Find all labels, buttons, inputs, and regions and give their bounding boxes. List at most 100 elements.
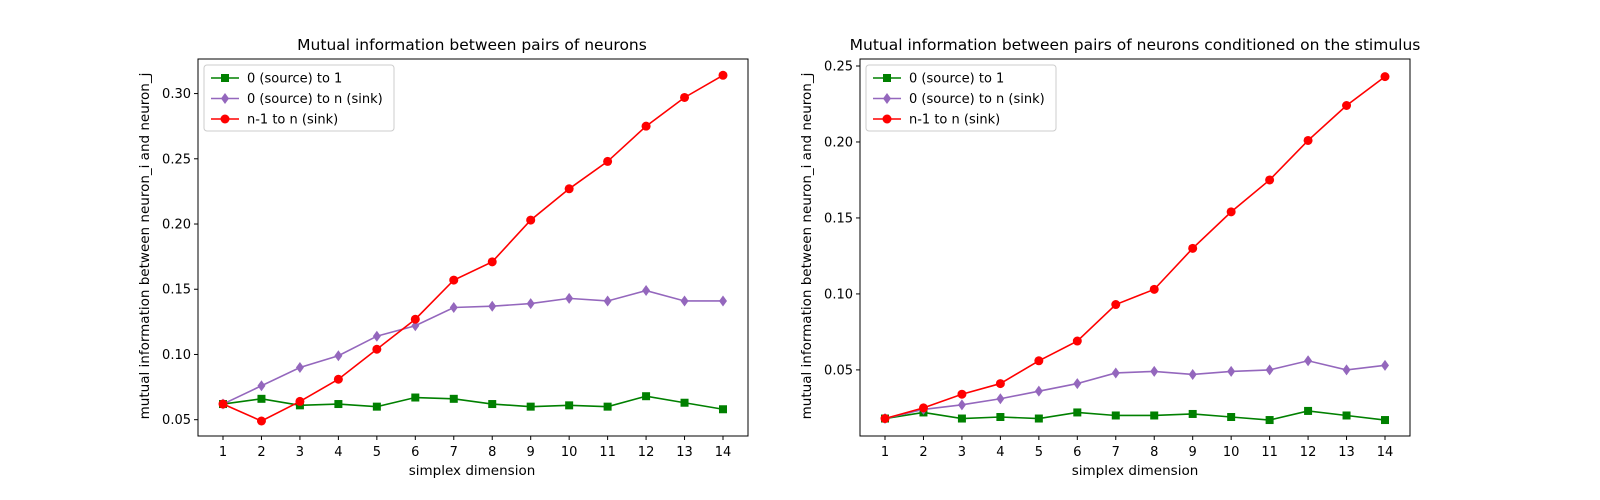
right-series-1-point	[957, 399, 966, 411]
right-x-tick-label: 3	[958, 445, 966, 460]
right-y-tick-label: 0.05	[824, 363, 853, 378]
left-series-2-point	[372, 344, 382, 354]
right-series-0-point	[1227, 413, 1236, 422]
right-series-0-point	[1265, 416, 1274, 425]
left-series-0-point	[372, 402, 381, 411]
left-y-tick-label: 0.10	[162, 348, 191, 363]
left-x-tick-label: 12	[638, 445, 655, 460]
right-series-2-point	[1111, 300, 1121, 310]
left-legend-label-0: 0 (source) to 1	[247, 72, 342, 87]
left-series-2-point	[449, 275, 459, 285]
right-x-tick-label: 4	[996, 445, 1004, 460]
right-x-tick-label: 2	[919, 445, 927, 460]
chart-left-xlabel: simplex dimension	[409, 463, 536, 479]
right-x-tick-label: 8	[1150, 445, 1158, 460]
right-legend-marker-0	[883, 74, 891, 82]
right-series-2-point	[1380, 72, 1390, 82]
right-y-tick-label: 0.10	[824, 287, 853, 302]
left-legend	[203, 64, 395, 132]
chart-right: Mutual information between pairs of neur…	[799, 36, 1420, 479]
left-x-tick-label: 6	[411, 445, 419, 460]
right-series-0-point	[957, 414, 966, 423]
right-series-0-point	[1150, 411, 1159, 420]
chart-left-ylabel: mutual information between neuron_i and …	[137, 73, 153, 420]
left-x-tick-label: 11	[599, 445, 616, 460]
chart-right-xlabel: simplex dimension	[1072, 463, 1199, 479]
left-series-2-point	[410, 314, 420, 324]
right-series-0-point	[1188, 409, 1197, 418]
left-series-0-point	[334, 400, 343, 409]
left-legend-label-2: n-1 to n (sink)	[247, 113, 338, 128]
left-series-2-point	[680, 92, 690, 102]
left-series-2-point	[218, 399, 228, 409]
right-x-tick-label: 12	[1300, 445, 1317, 460]
right-x-tick-label: 10	[1223, 445, 1240, 460]
right-legend-label-1: 0 (source) to n (sink)	[909, 92, 1045, 107]
left-series-0-point	[603, 402, 612, 411]
chart-left-plot: 1 2 3 4 5 6 7 8 9 10 11 12 13 140.050.100.150.200.250…	[162, 58, 749, 460]
left-series-1-point	[449, 302, 458, 314]
right-y-tick-label: 0.20	[824, 135, 853, 150]
right-series-2-point	[880, 414, 890, 424]
right-series-line-0	[884, 410, 1386, 421]
left-series-1-point	[603, 295, 612, 307]
left-series-line-1	[222, 289, 723, 405]
right-series-1-point	[1265, 364, 1274, 376]
left-series-2-point	[295, 396, 305, 406]
chart-right-plot: 1 2 3 4 5 6 7 8 9 10 11 12 13 140.050.100.150.200.250…	[824, 58, 1411, 460]
left-legend-label-1: 0 (source) to n (sink)	[247, 92, 383, 107]
right-series-2-point	[1188, 243, 1198, 253]
left-series-2-point	[526, 215, 536, 225]
right-series-1-point	[1227, 365, 1236, 377]
right-series-0-point	[1342, 411, 1351, 420]
left-x-tick-label: 2	[257, 445, 265, 460]
right-series-1-point	[1073, 378, 1082, 390]
right-series-0-point	[996, 413, 1005, 422]
chart-left-title: Mutual information between pairs of neur…	[297, 36, 647, 54]
left-series-2-point	[603, 156, 613, 166]
left-series-1-point	[642, 285, 651, 297]
right-y-tick-label: 0.15	[824, 211, 853, 226]
left-x-tick-label: 3	[296, 445, 304, 460]
right-x-tick-label: 14	[1377, 445, 1394, 460]
right-series-2-point	[1342, 100, 1352, 110]
right-x-tick-label: 6	[1073, 445, 1081, 460]
left-series-2-point	[564, 184, 574, 194]
right-legend-marker-2	[882, 114, 892, 124]
left-y-tick-label: 0.30	[162, 87, 191, 102]
right-series-1-point	[1034, 385, 1043, 397]
left-series-2-point	[718, 70, 728, 80]
left-series-line-2	[222, 74, 724, 422]
left-legend-marker-0	[221, 74, 229, 82]
left-series-line-0	[222, 395, 724, 411]
left-series-0-point	[565, 401, 574, 410]
left-x-tick-label: 14	[715, 445, 732, 460]
left-series-1-point	[719, 295, 727, 307]
right-series-2-point	[1149, 284, 1159, 294]
right-y-tick-label: 0.25	[824, 59, 853, 74]
right-x-tick-label: 7	[1112, 445, 1120, 460]
right-series-2-point	[1072, 336, 1082, 346]
right-series-1-point	[1111, 367, 1120, 379]
right-series-1-point	[996, 393, 1005, 405]
right-x-tick-label: 9	[1189, 445, 1197, 460]
left-x-tick-label: 1	[219, 445, 227, 460]
right-x-tick-label: 13	[1338, 445, 1355, 460]
right-legend	[865, 64, 1057, 132]
left-series-0-point	[642, 392, 651, 401]
left-series-0-point	[449, 394, 458, 403]
left-series-0-point	[411, 393, 420, 402]
left-axes-frame	[197, 58, 749, 437]
right-series-2-point	[1034, 356, 1044, 366]
left-series-1-point	[257, 380, 266, 392]
right-series-2-point	[1265, 175, 1275, 185]
right-series-1-point	[1304, 355, 1313, 367]
left-y-tick-label: 0.25	[162, 152, 191, 167]
left-y-tick-label: 0.15	[162, 283, 191, 298]
right-series-2-point	[995, 379, 1005, 389]
right-series-line-2	[884, 75, 1386, 420]
right-x-tick-label: 11	[1261, 445, 1278, 460]
right-axes-frame	[859, 58, 1411, 437]
left-series-0-point	[488, 400, 497, 409]
left-series-2-point	[487, 257, 497, 267]
